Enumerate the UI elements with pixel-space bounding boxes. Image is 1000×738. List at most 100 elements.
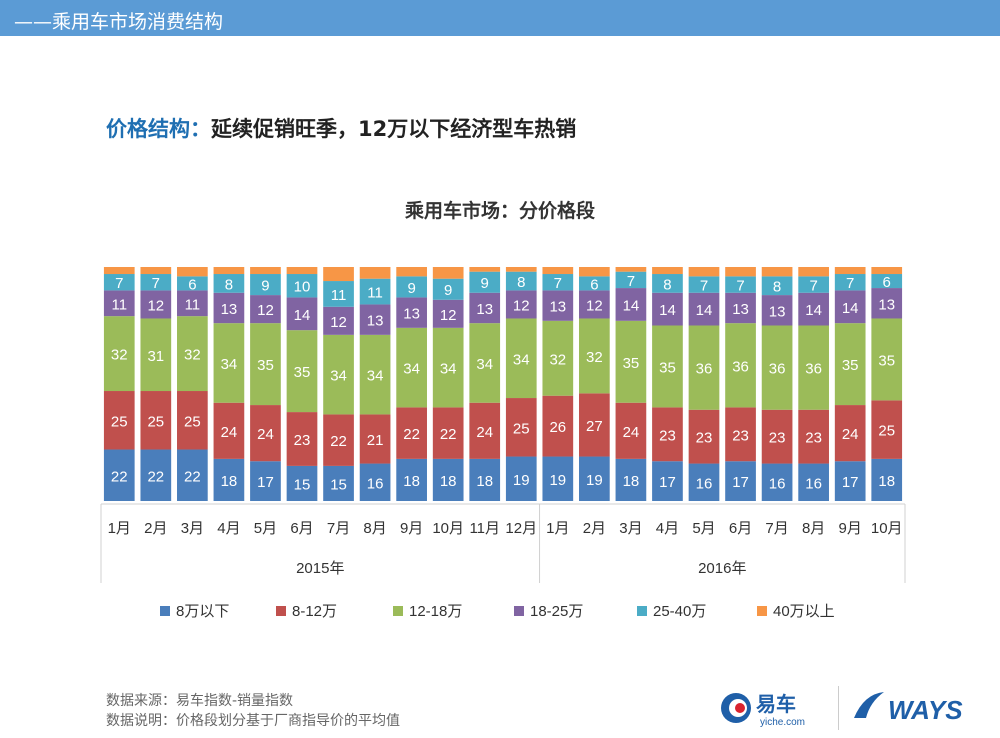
bar-segment	[323, 334, 354, 415]
bar-segment	[432, 407, 464, 459]
data-label: 6	[188, 276, 196, 293]
bar-segment	[103, 290, 135, 317]
data-label: 11	[367, 285, 383, 302]
x-tick-label: 8月	[802, 520, 825, 537]
bar-segment	[615, 267, 647, 272]
headline-text: 延续促销旺季，12万以下经济型车热销	[211, 117, 577, 141]
bar-segment	[432, 299, 464, 328]
bar-segment	[688, 325, 720, 410]
data-label: 22	[403, 426, 420, 443]
bar-segment	[359, 267, 391, 279]
bar-segment	[213, 323, 245, 403]
data-label: 24	[257, 426, 274, 443]
bar-segment	[652, 267, 683, 275]
data-label: 18	[623, 473, 640, 490]
data-label: 25	[878, 423, 895, 440]
bar-segment	[798, 409, 829, 464]
bar-segment	[469, 458, 501, 501]
data-label: 9	[481, 275, 489, 292]
bar-segment	[761, 267, 793, 277]
legend-label: 40万以上	[773, 603, 835, 620]
x-tick-label: 8月	[363, 520, 386, 537]
bar-segment	[798, 267, 829, 277]
bar-segment	[798, 292, 829, 326]
data-label: 14	[659, 302, 676, 319]
bar-segment	[579, 318, 610, 394]
bar-segment	[579, 276, 610, 291]
data-source-note: 数据来源：易车指数-销量指数	[106, 693, 294, 709]
data-label: 34	[403, 361, 420, 378]
data-label: 25	[147, 413, 164, 430]
bar-segment	[323, 414, 354, 466]
bar-segment	[761, 463, 793, 501]
data-label: 13	[878, 296, 895, 313]
bar-segment	[140, 290, 172, 319]
yiche-logo: 易车 yiche.com	[721, 692, 805, 728]
bar-segment	[834, 323, 866, 406]
data-label: 32	[184, 347, 201, 364]
bar-segment	[652, 274, 683, 293]
bar-segment	[469, 323, 501, 403]
data-label: 36	[696, 361, 713, 378]
bar-segment	[213, 274, 245, 293]
x-tick-label: 5月	[254, 520, 277, 537]
data-label: 16	[367, 475, 384, 492]
data-label: 34	[367, 368, 384, 385]
data-label: 13	[367, 313, 384, 330]
data-label: 17	[659, 474, 676, 491]
legend-swatch	[514, 606, 524, 616]
data-label: 26	[549, 419, 566, 436]
bar-segment	[579, 393, 610, 457]
bar-segment	[177, 290, 208, 317]
bar-segment	[834, 290, 866, 324]
bar-segment	[250, 274, 281, 296]
bar-segment	[286, 267, 318, 275]
data-label: 18	[221, 473, 238, 490]
data-label: 12	[440, 307, 457, 324]
bar-segment	[323, 267, 354, 282]
bar-segment	[250, 323, 281, 406]
data-label: 17	[732, 474, 749, 491]
data-label: 32	[586, 349, 603, 366]
bar-segment	[323, 465, 354, 501]
legend-swatch	[393, 606, 403, 616]
bar-segment	[286, 274, 318, 298]
bar-segment	[140, 391, 172, 450]
bar-segment	[177, 267, 208, 277]
bar-segment	[359, 414, 391, 464]
bar-segment	[432, 327, 464, 408]
bar-segment	[177, 316, 208, 392]
bar-segment	[359, 463, 391, 501]
bar-segment	[652, 407, 683, 462]
bar-segment	[213, 292, 245, 324]
data-label: 23	[294, 432, 311, 449]
bar-segment	[103, 274, 135, 291]
data-label: 14	[805, 302, 822, 319]
data-label: 15	[330, 476, 347, 493]
x-tick-label: 10月	[871, 520, 903, 537]
x-tick-label: 2月	[583, 520, 606, 537]
header-title: ——乘用车市场消费结构	[14, 11, 224, 33]
data-label: 23	[659, 427, 676, 444]
logo-divider	[838, 686, 839, 730]
bar-segment	[688, 463, 720, 501]
bar-segment	[688, 409, 720, 464]
bar-segment	[871, 267, 903, 275]
data-label: 23	[732, 427, 749, 444]
bar-segment	[615, 271, 647, 289]
data-label: 18	[476, 473, 493, 490]
header-bar: ——乘用车市场消费结构	[0, 0, 1000, 36]
data-label: 7	[627, 273, 635, 290]
data-label: 35	[623, 355, 640, 372]
bar-segment	[542, 456, 574, 501]
bar-segment	[871, 274, 903, 289]
bar-segment	[542, 274, 574, 291]
data-label: 22	[147, 468, 164, 485]
bar-segment	[761, 295, 793, 326]
legend-label: 8万以下	[176, 603, 229, 620]
data-label: 8	[225, 276, 233, 293]
bar-segment	[652, 461, 683, 501]
x-tick-label: 1月	[108, 520, 131, 537]
data-label: 12	[586, 297, 603, 314]
